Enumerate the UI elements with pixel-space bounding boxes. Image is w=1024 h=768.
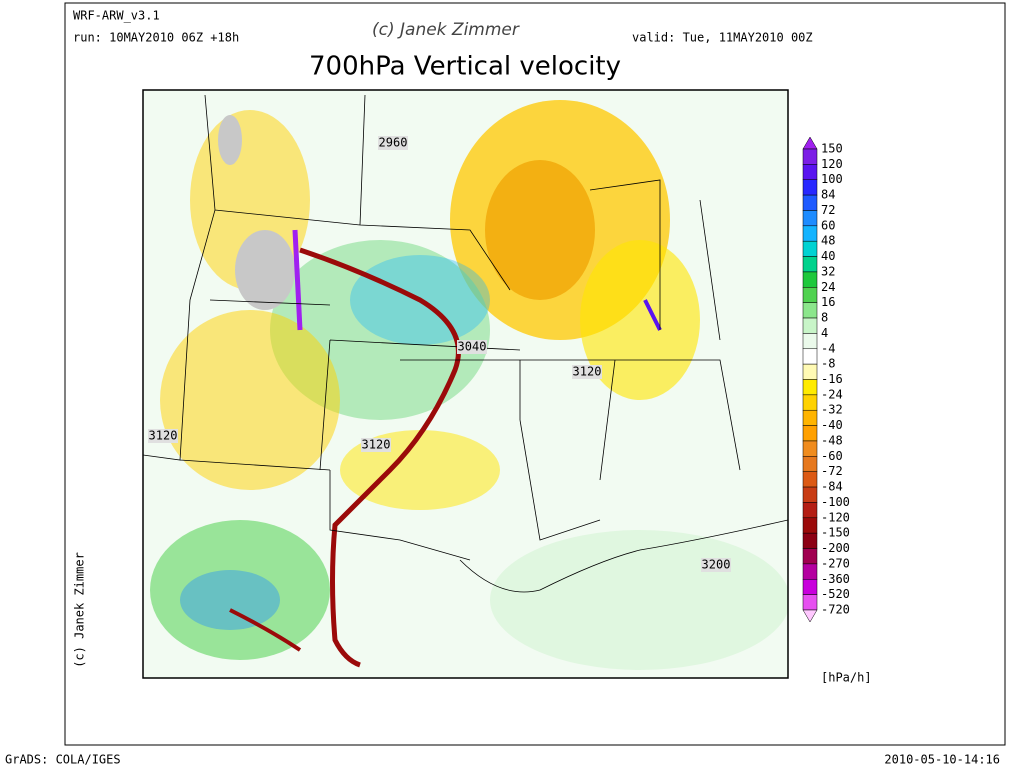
footer-left: GrADS: COLA/IGES: [5, 753, 121, 767]
contour-label: 2960: [379, 136, 408, 150]
title: 700hPa Vertical velocity: [309, 52, 621, 82]
model: WRF-ARW_v3.1: [73, 9, 160, 23]
legend-label: 150: [821, 142, 843, 156]
legend-label: -32: [821, 403, 843, 417]
legend-label: 120: [821, 157, 843, 171]
legend-label: -72: [821, 464, 843, 478]
contour-label-bg: [378, 136, 408, 150]
contour-label: 3120: [362, 438, 391, 452]
legend-label: 32: [821, 264, 835, 278]
legend-swatch: [802, 148, 818, 165]
legend-swatch: [802, 240, 818, 257]
legend-swatch: [802, 256, 818, 273]
legend-label: -360: [821, 572, 850, 586]
copyright: (c) Janek Zimmer: [372, 20, 520, 40]
contour-label-bg: [148, 429, 178, 443]
legend-swatch: [802, 317, 818, 334]
legend-label: -40: [821, 418, 843, 432]
legend-arrow-bottom: [802, 609, 818, 623]
legend-swatch: [802, 425, 818, 442]
legend-swatch: [802, 302, 818, 319]
run: run: 10MAY2010 06Z +18h: [73, 31, 239, 45]
legend-label: -100: [821, 495, 850, 509]
legend-swatch: [802, 440, 818, 457]
contour-label: 3200: [702, 558, 731, 572]
legend-swatch: [802, 563, 818, 580]
legend-label: -720: [821, 603, 850, 617]
side-credit: (c) Janek Zimmer: [73, 552, 87, 668]
legend-label: -200: [821, 541, 850, 555]
legend-swatch: [802, 333, 818, 350]
legend-swatch: [802, 486, 818, 503]
legend-label: 100: [821, 172, 843, 186]
legend-swatch: [802, 179, 818, 196]
legend-unit: [hPa/h]: [821, 671, 872, 685]
legend-swatch: [802, 517, 818, 534]
contour-label: 3120: [573, 365, 602, 379]
legend-label: 84: [821, 188, 835, 202]
legend-label: -150: [821, 526, 850, 540]
contour-label-bg: [572, 365, 602, 379]
legend-swatch: [802, 579, 818, 595]
contour-label-bg: [361, 438, 391, 452]
legend-swatch: [802, 379, 818, 396]
legend-swatch: [802, 394, 818, 411]
map: [142, 89, 789, 679]
legend-swatch: [802, 271, 818, 288]
legend-swatch: [802, 594, 818, 611]
legend-swatch: [802, 456, 818, 472]
legend-swatch: [802, 363, 818, 380]
legend-label: 24: [821, 280, 835, 294]
legend-swatch: [802, 210, 818, 227]
footer-right: 2010-05-10-14:16: [884, 753, 1000, 767]
legend-label: -120: [821, 510, 850, 524]
legend-label: -48: [821, 433, 843, 447]
valid: valid: Tue, 11MAY2010 00Z: [632, 31, 813, 45]
legend-label: -60: [821, 449, 843, 463]
legend-label: -8: [821, 357, 835, 371]
legend-label: 8: [821, 311, 828, 325]
legend-label: -16: [821, 372, 843, 386]
legend-swatch: [802, 502, 818, 519]
legend-label: 40: [821, 249, 835, 263]
contour-label-bg: [457, 340, 487, 354]
legend-swatch: [802, 194, 818, 211]
legend-label: -84: [821, 480, 843, 494]
legend-swatch: [802, 471, 818, 488]
legend-swatch: [802, 548, 818, 565]
legend-label: 72: [821, 203, 835, 217]
legend-label: -24: [821, 387, 843, 401]
legend-swatch: [802, 225, 818, 242]
legend-label: 48: [821, 234, 835, 248]
legend-swatch: [802, 348, 818, 365]
legend-label: -4: [821, 341, 835, 355]
contour-label: 3120: [149, 429, 178, 443]
legend-label: 60: [821, 218, 835, 232]
legend-label: 16: [821, 295, 835, 309]
legend-swatch: [802, 532, 818, 549]
legend-label: 4: [821, 326, 828, 340]
legend-label: -270: [821, 556, 850, 570]
legend-swatch: [802, 287, 818, 303]
legend-swatch: [802, 164, 818, 180]
legend-label: -520: [821, 587, 850, 601]
contour-label-bg: [701, 558, 731, 572]
contour-label: 3040: [458, 340, 487, 354]
legend-swatch: [802, 409, 818, 426]
